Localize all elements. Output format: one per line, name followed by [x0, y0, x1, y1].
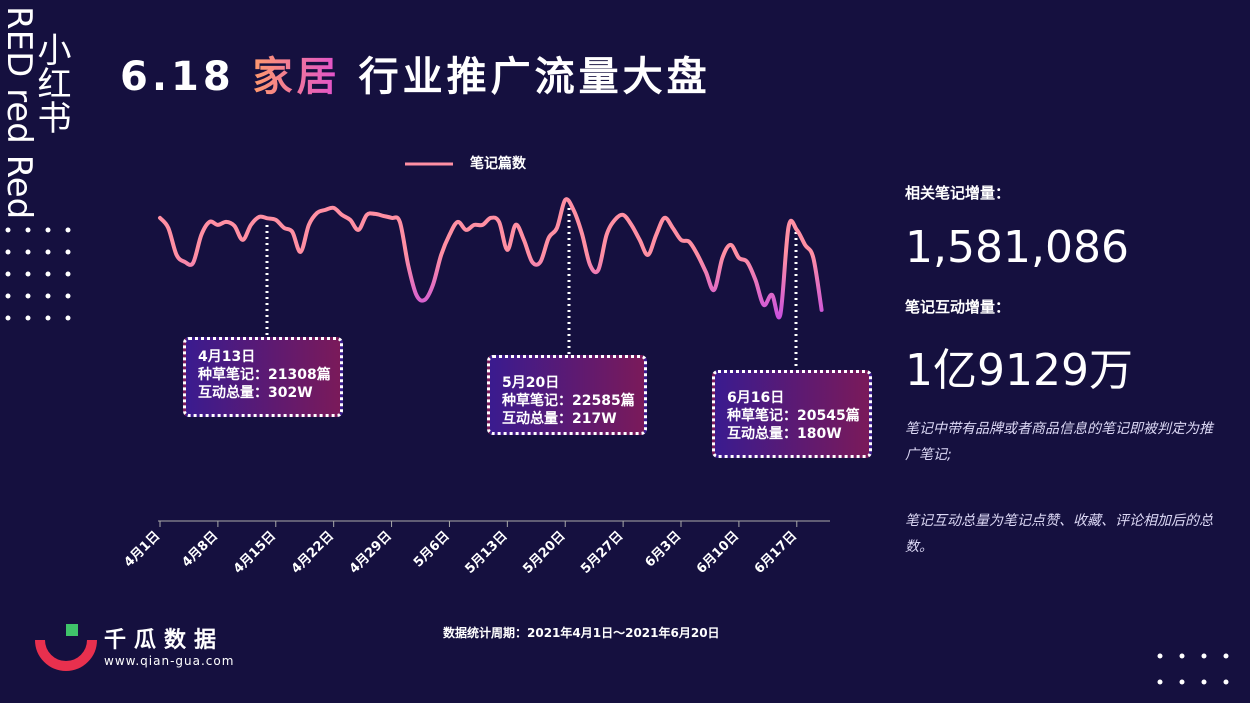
x-tick-label: 4月15日 [231, 529, 279, 577]
callout-date: 4月13日 [198, 349, 256, 365]
callout: 6月16日种草笔记：20545篇 互动总量：180W [712, 370, 872, 458]
title: 6.18 家居 行业推广流量大盘 [120, 44, 711, 102]
x-tick-label: 4月22日 [289, 529, 337, 577]
side-en: RED red Red [0, 6, 39, 220]
stat-value: 1亿9129万 [905, 345, 1133, 396]
callout: 5月20日种草笔记：22585篇 互动总量：217W [487, 355, 647, 435]
title-suffix: 行业推广流量大盘 [358, 54, 711, 100]
callout-notes: 种草笔记：21308篇 [198, 367, 331, 383]
callout: 4月13日种草笔记：21308篇 互动总量：302W [183, 337, 343, 417]
side-cn: 小红书 [31, 32, 71, 134]
stat-label: 笔记互动增量： [905, 298, 1011, 316]
legend-label: 笔记篇数 [470, 155, 527, 172]
note: 笔记中带有品牌或者商品信息的笔记即被判定为推广笔记; [905, 421, 1213, 463]
x-tick-label: 5月20日 [520, 529, 568, 577]
callout-interactions: 互动总量：180W [727, 426, 842, 442]
x-tick-label: 4月1日 [122, 529, 164, 571]
x-tick-label: 6月3日 [643, 529, 685, 571]
logo-name: 千瓜数据 [104, 628, 225, 653]
x-tick-label: 5月6日 [411, 529, 453, 571]
x-tick-label: 4月8日 [179, 529, 221, 571]
x-tick-label: 6月17日 [752, 529, 800, 577]
callout-notes: 种草笔记：22585篇 [502, 393, 635, 409]
logo-url: www.qian-gua.com [104, 654, 235, 668]
stat-label: 相关笔记增量： [905, 184, 1011, 202]
logo-arc [35, 639, 97, 671]
title-prefix: 6.18 [120, 54, 235, 100]
callout-date: 6月16日 [727, 390, 785, 406]
callout-lines [265, 208, 798, 370]
title-highlight: 家居 [252, 54, 341, 100]
callout-notes: 种草笔记：20545篇 [727, 408, 860, 424]
note: 笔记互动总量为笔记点赞、收藏、评论相加后的总数。 [905, 513, 1213, 555]
callout-interactions: 互动总量：302W [198, 385, 313, 401]
footer: 数据统计周期：2021年4月1日～2021年6月20日 [443, 626, 720, 640]
x-tick-label: 5月27日 [578, 529, 626, 577]
x-tick-label: 6月10日 [694, 529, 742, 577]
callout-interactions: 互动总量：217W [502, 411, 617, 427]
logo-square [66, 624, 78, 636]
x-tick-label: 4月29日 [347, 529, 395, 577]
dots [5, 227, 1229, 685]
stat-value: 1,581,086 [905, 222, 1129, 273]
line [158, 197, 824, 320]
callout-date: 5月20日 [502, 375, 560, 391]
x-tick-label: 5月13日 [462, 529, 510, 577]
